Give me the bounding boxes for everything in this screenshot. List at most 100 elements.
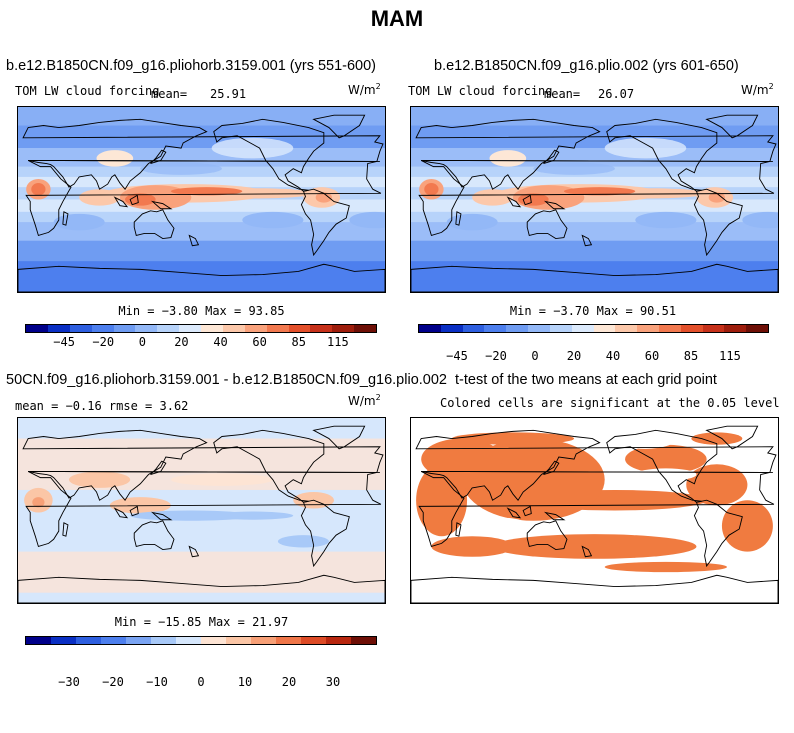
panel3-units: W/m2 [348, 393, 381, 408]
panel4-map [410, 417, 779, 604]
colorbar-tick-label: 0 [531, 349, 539, 363]
colorbar-swatch [351, 637, 376, 644]
field-band [411, 222, 778, 241]
continent-outline [418, 470, 775, 548]
colorbar-swatch [201, 637, 226, 644]
continent-outline [606, 429, 718, 503]
continent-outline [526, 209, 568, 240]
panel3-title: 50CN.f09_g16.pliohorb.3159.001 - b.e12.B… [6, 372, 447, 388]
field-contour [451, 432, 575, 445]
field-contour [635, 468, 697, 481]
panel2-min-max: Min = −3.70 Max = 90.51 [509, 304, 677, 318]
continent-outline [581, 234, 593, 247]
colorbar-swatch [26, 637, 51, 644]
colorbar-swatch [332, 325, 355, 332]
field-contour [68, 471, 131, 488]
continent-outline [18, 263, 385, 292]
continent-outline [693, 188, 743, 257]
field-contour [489, 150, 527, 167]
field-contour [492, 534, 697, 559]
colorbar-swatch [462, 325, 485, 332]
field-contour [446, 213, 498, 231]
field-contour [742, 211, 778, 229]
colorbar-swatch [746, 325, 768, 332]
continent-outline [150, 200, 173, 210]
continent-outline [526, 520, 568, 551]
continent-outline [188, 234, 200, 247]
colorbar-tick-label: 60 [252, 335, 267, 349]
continent-outline [129, 505, 139, 517]
panel1-title: b.e12.B1850CN.f09_g16.pliohorb.3159.001 … [6, 58, 377, 74]
field-band [411, 176, 778, 188]
continent-outline [455, 522, 462, 537]
colorbar-tick-label: 10 [237, 675, 253, 689]
colorbar-swatch [615, 325, 638, 332]
colorbar-tick-label: 60 [644, 349, 660, 363]
field-band [18, 551, 385, 593]
continent-outline [300, 188, 350, 257]
colorbar-swatch [288, 325, 311, 332]
panel1-colorbar [25, 324, 377, 333]
field-band [411, 261, 778, 292]
colorbar-swatch [484, 325, 507, 332]
panel2-title: b.e12.B1850CN.f09_g16.plio.002 (yrs 601-… [434, 58, 739, 74]
colorbar-swatch [658, 325, 681, 332]
panel2-variable-label: TOM LW cloud forcing [408, 84, 553, 98]
field-contour [53, 213, 105, 231]
continent-outline [705, 114, 759, 139]
colorbar-tick-label: 0 [197, 675, 205, 689]
field-contour [708, 192, 725, 203]
field-band [411, 107, 778, 126]
continent-outline [188, 545, 200, 558]
field-contour [96, 150, 134, 167]
colorbar-tick-label: 20 [174, 335, 189, 349]
continent-outline [300, 499, 350, 568]
colorbar-tick-label: 85 [683, 349, 699, 363]
colorbar-tick-label: 115 [327, 335, 349, 349]
continent-outline [606, 118, 718, 192]
colorbar-swatch [251, 637, 276, 644]
field-contour [31, 183, 46, 196]
field-contour [424, 183, 439, 196]
field-contour [125, 193, 156, 206]
colorbar-swatch [702, 325, 725, 332]
colorbar-swatch [593, 325, 616, 332]
colorbar-swatch [276, 637, 301, 644]
continent-outline [62, 522, 69, 537]
panel2-map-field [411, 107, 778, 292]
panel4-subtitle: Colored cells are significant at the 0.0… [440, 396, 780, 410]
continent-outline [411, 263, 778, 292]
panel1-units: W/m2 [348, 82, 381, 97]
panel3-colorbar [25, 636, 377, 645]
continent-outline [133, 520, 175, 551]
field-contour [691, 432, 743, 445]
colorbar-swatch [506, 325, 529, 332]
continent-outline [543, 460, 560, 475]
continent-outline [506, 507, 522, 519]
colorbar-swatch [179, 325, 201, 332]
colorbar-tick-label: −20 [485, 349, 507, 363]
continent-outline [312, 114, 366, 139]
field-contour [170, 187, 243, 196]
continent-outline [543, 200, 566, 210]
colorbar-tick-label: −45 [53, 335, 75, 349]
field-contour [625, 444, 707, 474]
field-band [18, 107, 385, 126]
field-contour [721, 500, 773, 552]
continent-outline [506, 196, 522, 208]
colorbar-tick-label: 85 [291, 335, 306, 349]
field-contour [211, 511, 294, 520]
continent-outline [312, 425, 366, 450]
field-contour [523, 519, 626, 533]
continent-outline [411, 574, 778, 603]
colorbar-swatch [47, 325, 70, 332]
colorbar-swatch [354, 325, 376, 332]
continent-outline [455, 211, 462, 226]
field-contour [242, 211, 304, 229]
continent-outline [113, 196, 129, 208]
field-contour [170, 473, 273, 486]
colorbar-swatch [571, 325, 594, 332]
colorbar-swatch [226, 637, 251, 644]
colorbar-tick-label: −45 [446, 349, 468, 363]
colorbar-tick-label: 40 [605, 349, 621, 363]
